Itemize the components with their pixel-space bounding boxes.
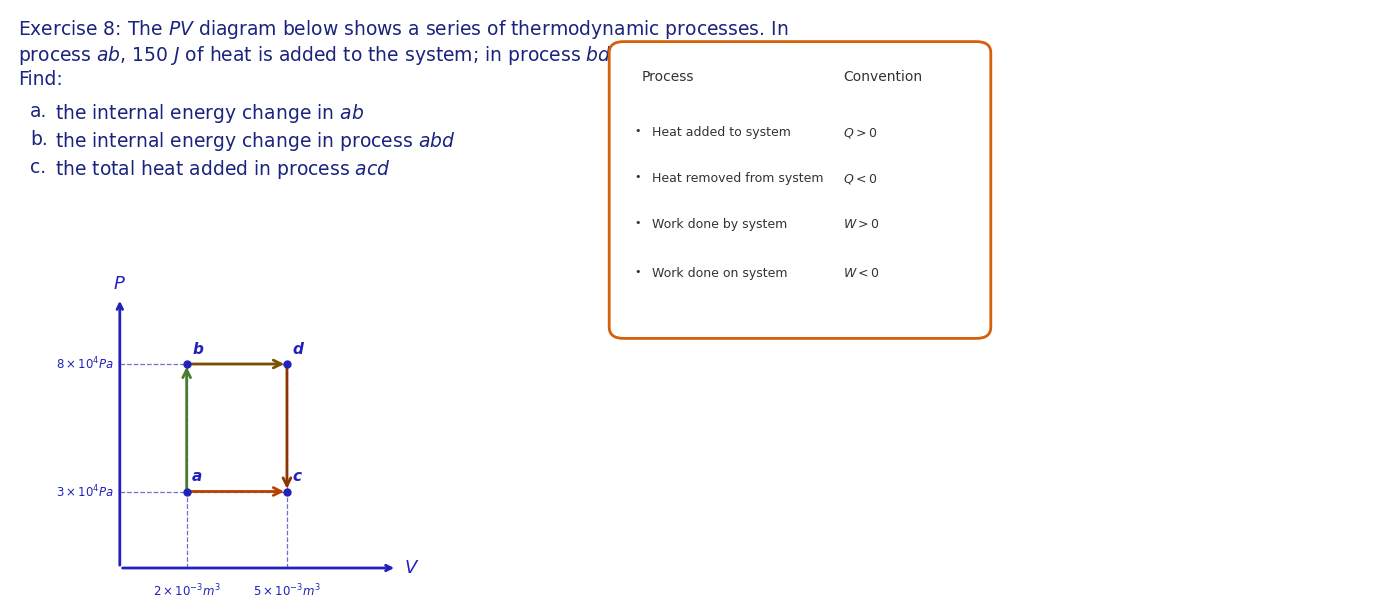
Text: •: •: [635, 126, 640, 135]
Text: $V$: $V$: [405, 559, 420, 577]
Text: process $ab$, 150 $J$ of heat is added to the system; in process $bd$, 600 $J$ o: process $ab$, 150 $J$ of heat is added t…: [18, 44, 833, 67]
Text: •: •: [635, 267, 640, 277]
Text: a: a: [193, 469, 202, 484]
Text: b: b: [193, 342, 202, 356]
Text: $P$: $P$: [114, 275, 126, 293]
Text: a.: a.: [30, 102, 47, 121]
Text: Work done on system: Work done on system: [653, 267, 787, 280]
Text: Convention: Convention: [843, 70, 922, 84]
Text: the total heat added in process $acd$: the total heat added in process $acd$: [55, 158, 391, 181]
Text: c: c: [292, 469, 301, 484]
Text: Find:: Find:: [18, 70, 62, 89]
Text: Work done by system: Work done by system: [653, 218, 787, 231]
Text: $Q < 0$: $Q < 0$: [843, 172, 877, 186]
Text: $Q > 0$: $Q > 0$: [843, 126, 877, 140]
Text: •: •: [635, 218, 640, 228]
Text: the internal energy change in process $abd$: the internal energy change in process $a…: [55, 130, 456, 153]
Text: d: d: [292, 342, 304, 356]
Text: Process: Process: [642, 70, 694, 84]
Text: $W > 0$: $W > 0$: [843, 218, 880, 231]
Text: Heat added to system: Heat added to system: [653, 126, 791, 138]
Text: $3 \times 10^4Pa$: $3 \times 10^4Pa$: [57, 483, 115, 500]
Text: c.: c.: [30, 158, 46, 177]
Text: b.: b.: [30, 130, 47, 149]
Text: Heat removed from system: Heat removed from system: [653, 172, 823, 185]
Text: $W < 0$: $W < 0$: [843, 267, 880, 280]
Text: the internal energy change in $ab$: the internal energy change in $ab$: [55, 102, 365, 125]
Text: $8 \times 10^4Pa$: $8 \times 10^4Pa$: [57, 356, 115, 372]
FancyBboxPatch shape: [610, 42, 991, 338]
Text: •: •: [635, 172, 640, 182]
Text: $5 \times 10^{-3}m^3$: $5 \times 10^{-3}m^3$: [252, 583, 322, 600]
Text: $2 \times 10^{-3}m^3$: $2 \times 10^{-3}m^3$: [152, 583, 220, 600]
Text: Exercise 8: The $PV$ diagram below shows a series of thermodynamic processes. In: Exercise 8: The $PV$ diagram below shows…: [18, 18, 789, 41]
